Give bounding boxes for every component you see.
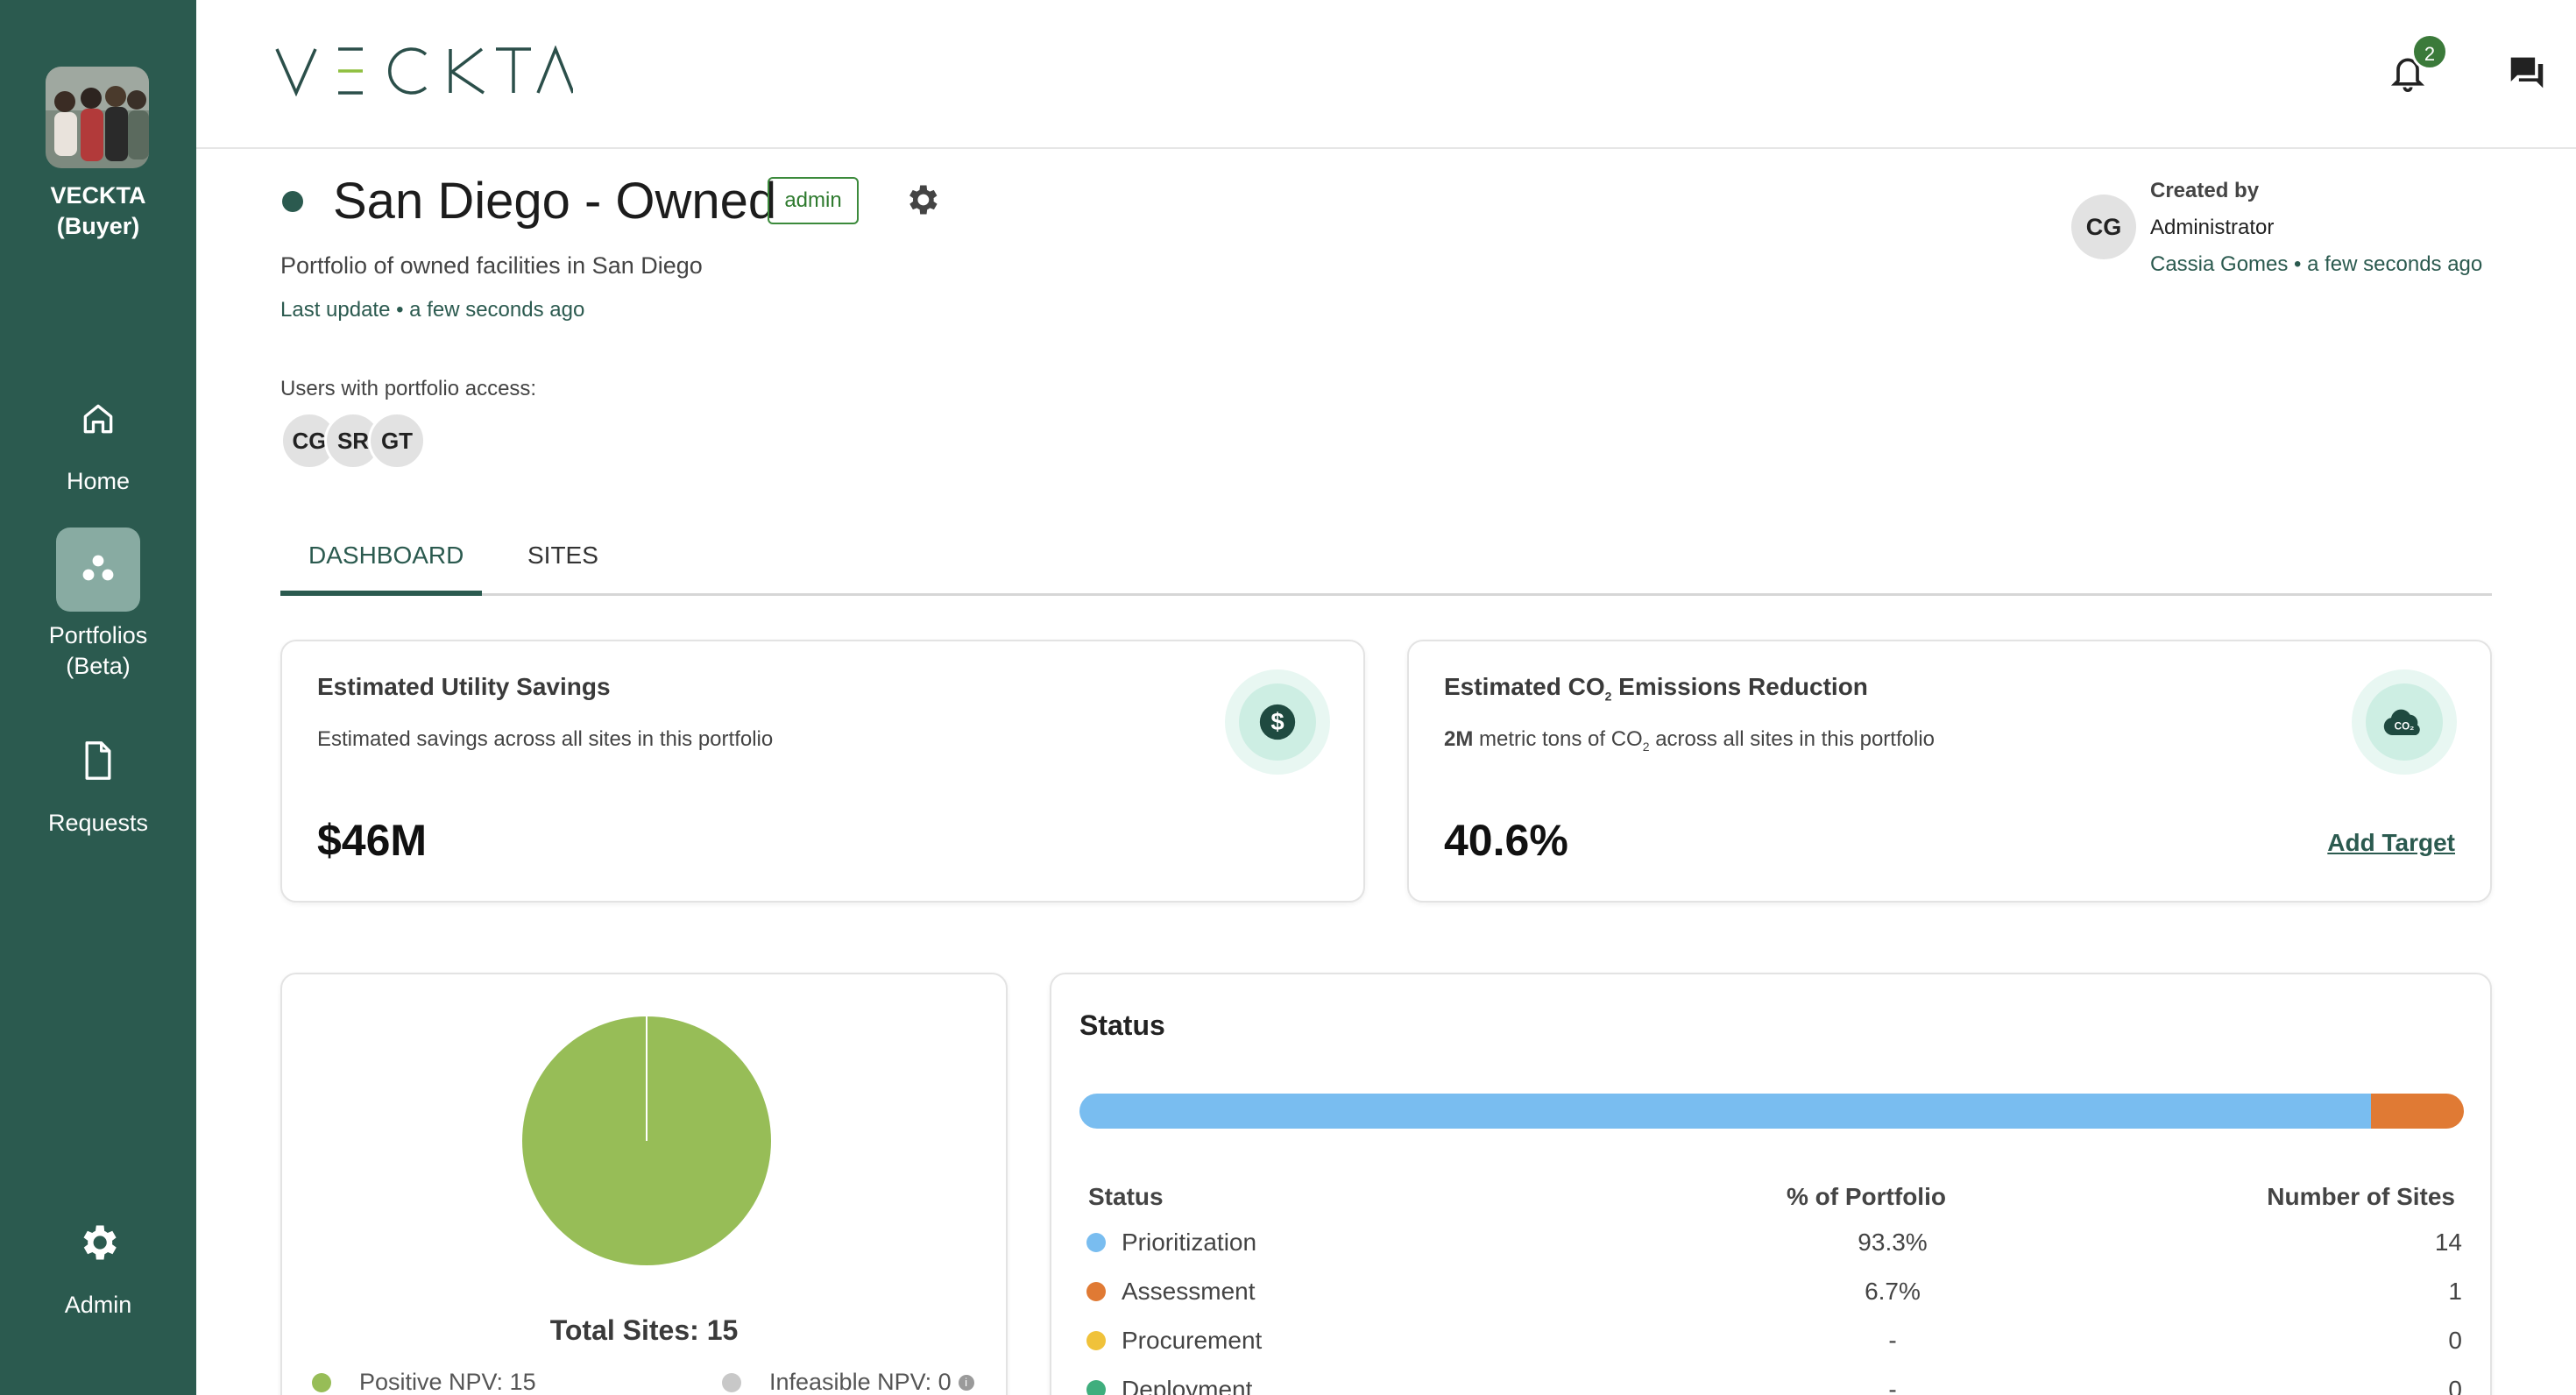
status-percent: 93.3% bbox=[1858, 1229, 1928, 1256]
legend-item-infeasible-npv: Infeasible NPV: 0 i bbox=[722, 1369, 974, 1395]
status-label: Deployment bbox=[1122, 1376, 1253, 1395]
legend-label: Infeasible NPV: 0 bbox=[769, 1369, 952, 1395]
status-percent: - bbox=[1888, 1376, 1897, 1395]
svg-text:$: $ bbox=[1270, 708, 1284, 735]
tab-dashboard[interactable]: DASHBOARD bbox=[308, 542, 464, 569]
status-table-row: Prioritization 93.3% 14 bbox=[1086, 1229, 2462, 1278]
status-color-dot bbox=[1086, 1282, 1106, 1301]
svg-text:CO₂: CO₂ bbox=[2395, 720, 2415, 732]
column-header-count: Number of Sites bbox=[2267, 1183, 2455, 1210]
card-title: Estimated Utility Savings bbox=[317, 673, 611, 700]
status-table-row: Deployment - 0 bbox=[1086, 1376, 2462, 1395]
status-color-dot bbox=[1086, 1233, 1106, 1252]
tab-sites[interactable]: SITES bbox=[527, 542, 598, 569]
sidebar-item-label: Admin bbox=[64, 1292, 132, 1318]
status-label: Prioritization bbox=[1122, 1229, 1257, 1256]
status-name: Assessment bbox=[1086, 1278, 1256, 1306]
sidebar-item-requests[interactable]: Requests bbox=[0, 719, 196, 839]
document-icon bbox=[56, 719, 140, 803]
veckta-logo[interactable] bbox=[275, 45, 575, 101]
last-update-text: Last update • a few seconds ago bbox=[280, 298, 585, 322]
chat-icon[interactable] bbox=[2508, 54, 2546, 96]
role-badge: admin bbox=[768, 177, 859, 224]
legend-label: Positive NPV: 15 bbox=[359, 1369, 536, 1395]
sidebar-item-label: Requests bbox=[47, 810, 149, 836]
status-name: Prioritization bbox=[1086, 1229, 1256, 1257]
status-progress-bar bbox=[1079, 1094, 2464, 1129]
savings-value: $46M bbox=[317, 816, 428, 865]
legend-swatch bbox=[312, 1372, 331, 1392]
legend-swatch bbox=[722, 1372, 741, 1392]
card-description: Estimated savings across all sites in th… bbox=[317, 727, 774, 751]
status-label: Procurement bbox=[1122, 1327, 1263, 1354]
page-title: San Diego - Owned bbox=[333, 173, 777, 230]
legend-item-positive-npv: Positive NPV: 15 bbox=[312, 1369, 536, 1395]
active-tab-indicator bbox=[280, 591, 482, 596]
sidebar-item-label: Portfolios (Beta) bbox=[48, 622, 148, 679]
sidebar: VECKTA (Buyer) Home Portfolios (Beta) Re… bbox=[0, 0, 196, 1395]
gear-icon bbox=[56, 1200, 140, 1285]
add-target-link[interactable]: Add Target bbox=[2327, 829, 2455, 856]
top-header: 2 CG bbox=[196, 0, 2576, 149]
sidebar-item-admin[interactable]: Admin bbox=[0, 1200, 196, 1321]
org-name: VECKTA (Buyer) bbox=[50, 182, 146, 239]
npv-pie-card: Total Sites: 15 Positive NPV: 15 Infeasi… bbox=[280, 973, 1008, 1395]
tab-bar: DASHBOARD SITES bbox=[280, 526, 2492, 596]
npv-pie-chart bbox=[522, 1016, 771, 1265]
status-count: 14 bbox=[2434, 1229, 2462, 1256]
access-avatar[interactable]: CG bbox=[280, 412, 338, 470]
notification-count-badge: 2 bbox=[2411, 33, 2448, 70]
sidebar-item-portfolios[interactable]: Portfolios (Beta) bbox=[0, 528, 196, 682]
access-label: Users with portfolio access: bbox=[280, 377, 537, 400]
column-header-status: Status bbox=[1088, 1183, 1164, 1210]
portfolios-icon bbox=[56, 528, 140, 612]
utility-savings-card: Estimated Utility Savings Estimated savi… bbox=[280, 640, 1365, 903]
info-icon[interactable]: i bbox=[958, 1374, 974, 1391]
status-count: 1 bbox=[2448, 1278, 2462, 1305]
status-bar-segment-assessment bbox=[2371, 1094, 2464, 1129]
status-table-row: Assessment 6.7% 1 bbox=[1086, 1278, 2462, 1327]
sidebar-item-home[interactable]: Home bbox=[0, 377, 196, 497]
emissions-value: 40.6% bbox=[1444, 816, 1568, 865]
status-bar-segment-prioritization bbox=[1079, 1094, 2372, 1129]
total-sites-label: Total Sites: 15 bbox=[549, 1314, 739, 1346]
created-by-label: Created by bbox=[2150, 179, 2260, 202]
status-count: 0 bbox=[2448, 1327, 2462, 1354]
status-color-dot bbox=[1086, 1380, 1106, 1395]
access-avatar[interactable]: SR bbox=[324, 412, 382, 470]
status-name: Deployment bbox=[1086, 1376, 1252, 1395]
notifications-bell-icon[interactable] bbox=[2388, 51, 2427, 99]
status-table-row: Procurement - 0 bbox=[1086, 1327, 2462, 1376]
status-card: Status Status % of Portfolio Number of S… bbox=[1050, 973, 2492, 1395]
co2-cloud-icon: CO₂ bbox=[2352, 669, 2457, 775]
created-by-role: Administrator bbox=[2150, 216, 2275, 239]
portfolio-description: Portfolio of owned facilities in San Die… bbox=[280, 252, 703, 279]
card-description: 2M metric tons of CO2 across all sites i… bbox=[1444, 727, 1935, 754]
portfolio-settings-gear-icon[interactable] bbox=[902, 181, 941, 223]
status-label: Assessment bbox=[1122, 1278, 1256, 1305]
status-color-dot bbox=[1086, 1331, 1106, 1350]
card-title: Estimated CO2 Emissions Reduction bbox=[1444, 673, 1868, 704]
creator-avatar: CG bbox=[2071, 195, 2136, 259]
status-name: Procurement bbox=[1086, 1327, 1262, 1355]
dollar-icon: $ bbox=[1225, 669, 1330, 775]
sidebar-item-label: Home bbox=[66, 468, 131, 494]
portfolio-status-dot bbox=[282, 191, 303, 212]
status-title: Status bbox=[1079, 1009, 1165, 1041]
created-by-who: Cassia Gomes • a few seconds ago bbox=[2150, 252, 2483, 276]
status-percent: 6.7% bbox=[1865, 1278, 1921, 1305]
access-avatar[interactable]: GT bbox=[368, 412, 426, 470]
column-header-percent: % of Portfolio bbox=[1787, 1183, 1946, 1210]
home-icon bbox=[56, 377, 140, 461]
status-percent: - bbox=[1888, 1327, 1897, 1354]
emissions-reduction-card: Estimated CO2 Emissions Reduction 2M met… bbox=[1407, 640, 2492, 903]
org-avatar[interactable] bbox=[46, 67, 149, 168]
status-count: 0 bbox=[2448, 1376, 2462, 1395]
